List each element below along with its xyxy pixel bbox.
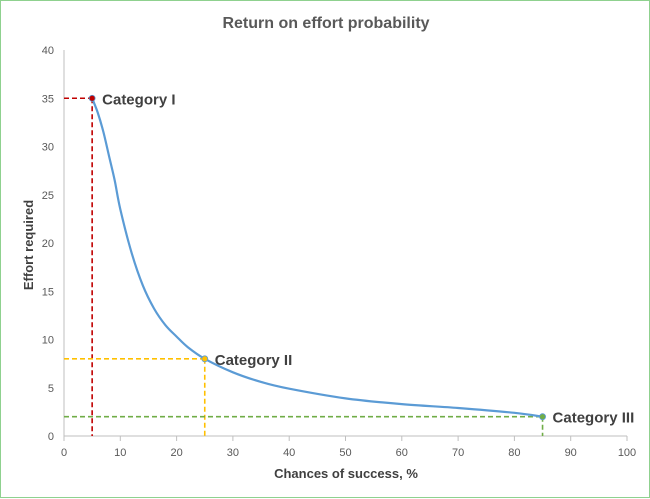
chart-title: Return on effort probability [222,15,429,32]
y-tick-label: 40 [42,45,54,57]
x-tick-label: 60 [396,447,408,459]
y-tick-label: 15 [42,286,54,298]
category-label: Category III [553,410,635,427]
x-tick-label: 30 [227,447,239,459]
category-point [539,413,546,421]
category-point [201,355,209,363]
category-label: Category I [102,91,175,108]
y-tick-label: 0 [48,431,54,443]
y-tick-label: 35 [42,93,54,105]
x-tick-label: 20 [170,447,182,459]
x-tick-label: 80 [508,447,520,459]
category-label: Category II [215,352,293,369]
x-axis-title: Chances of success, % [274,466,418,481]
x-tick-label: 10 [114,447,126,459]
category-point [88,94,96,102]
y-tick-label: 25 [42,190,54,202]
x-tick-label: 90 [565,447,577,459]
x-tick-label: 0 [61,447,67,459]
y-tick-label: 5 [48,383,54,395]
x-tick-label: 50 [339,447,351,459]
y-axis-title: Effort required [21,200,36,290]
x-tick-label: 70 [452,447,464,459]
axes: 0 5 10 15 20 25 30 35 40 0 10 20 30 40 50 60 70 80 90 100 [42,45,636,459]
y-tick-label: 30 [42,142,54,154]
x-tick-label: 40 [283,447,295,459]
effort-curve-line [91,97,543,418]
x-tick-label: 100 [618,447,636,459]
y-tick-label: 10 [42,335,54,347]
series-layer [91,97,543,418]
category-markers: Category I Category II Category III [88,91,635,427]
y-tick-label: 20 [42,238,54,250]
